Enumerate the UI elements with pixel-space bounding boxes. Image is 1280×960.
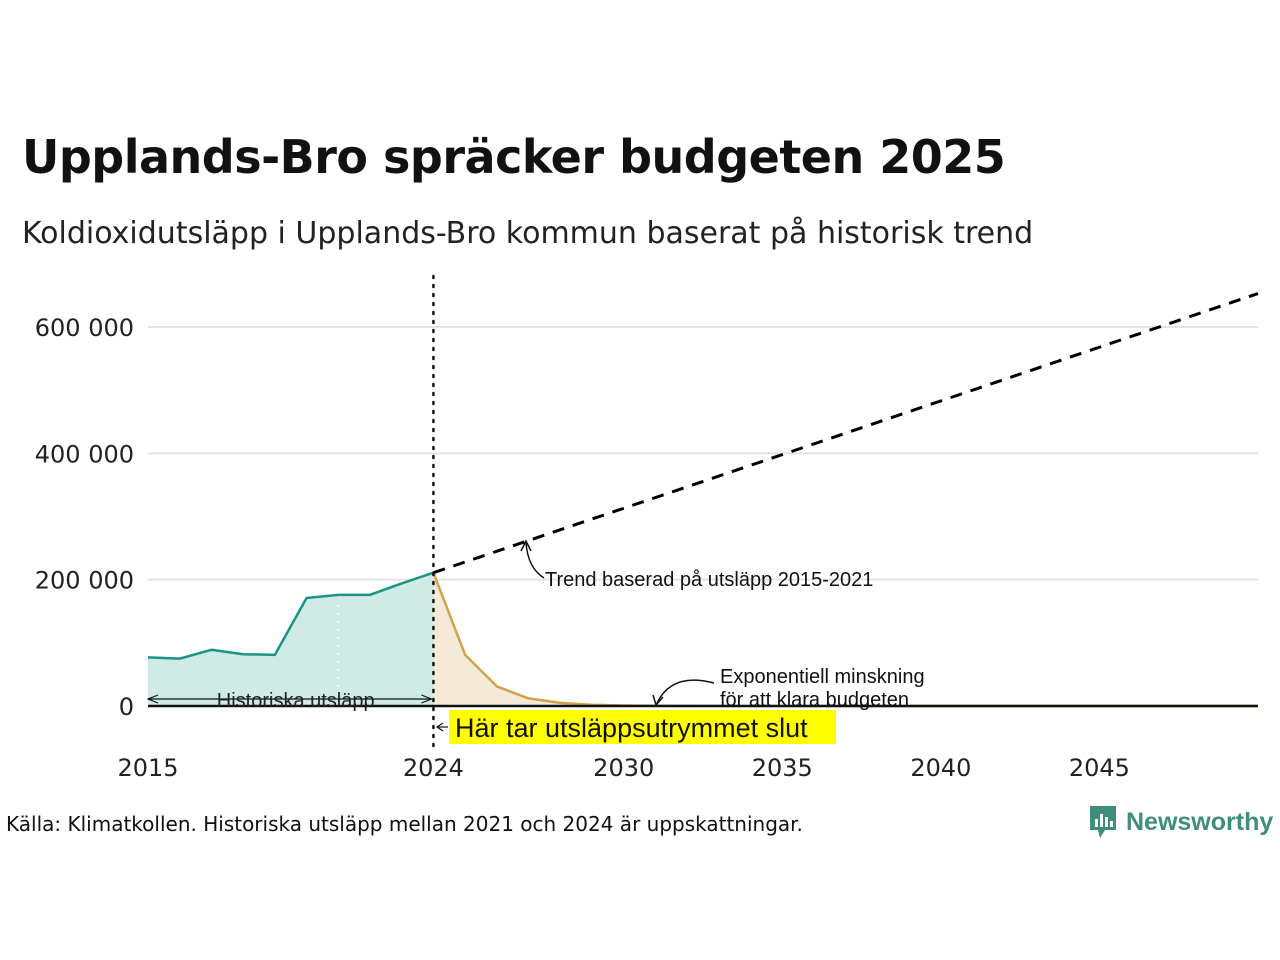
y-tick-label: 600 000 (35, 314, 134, 342)
exp-label-line1: Exponentiell minskning (720, 666, 925, 688)
x-tick-label: 2045 (1069, 754, 1130, 782)
x-tick-label: 2030 (593, 754, 654, 782)
series-area-0 (148, 572, 434, 706)
series-line-0 (147, 571, 434, 660)
source-note: Källa: Klimatkollen. Historiska utsläpp … (6, 812, 803, 836)
y-tick-label: 200 000 (35, 567, 134, 595)
hist-label: Historiska utsläpp (217, 690, 375, 712)
series-line-2 (432, 292, 1259, 575)
trend-arrow-head (520, 539, 532, 552)
budget-end-label: Här tar utsläppsutrymmet slut (455, 713, 808, 743)
chart-subtitle: Koldioxidutsläpp i Upplands-Bro kommun b… (22, 216, 1034, 251)
trend-label: Trend baserad på utsläpp 2015-2021 (545, 569, 873, 591)
x-tick-label: 2024 (403, 754, 464, 782)
y-tick-label: 400 000 (35, 440, 134, 468)
exp-arrow (656, 679, 715, 704)
chart-title: Upplands-Bro spräcker budgeten 2025 (22, 130, 1006, 184)
logo-text: Newsworthy (1126, 807, 1274, 836)
trend-arrow (525, 542, 545, 579)
x-tick-label: 2040 (910, 754, 971, 782)
y-tick-label: 0 (119, 693, 134, 721)
hist-arrow-left (146, 694, 159, 704)
exp-label-line2: för att klara budgeten (720, 689, 909, 711)
x-tick-label: 2035 (752, 754, 813, 782)
hist-arrow-right (421, 694, 434, 704)
budget-end-highlight (449, 710, 836, 744)
newsworthy-logo: Newsworthy (1088, 804, 1273, 840)
x-tick-label: 2015 (117, 754, 178, 782)
bar-chart-speech-icon (1090, 806, 1116, 838)
exp-arrow-head (652, 694, 664, 707)
budget-end-arrow-head (435, 722, 444, 732)
